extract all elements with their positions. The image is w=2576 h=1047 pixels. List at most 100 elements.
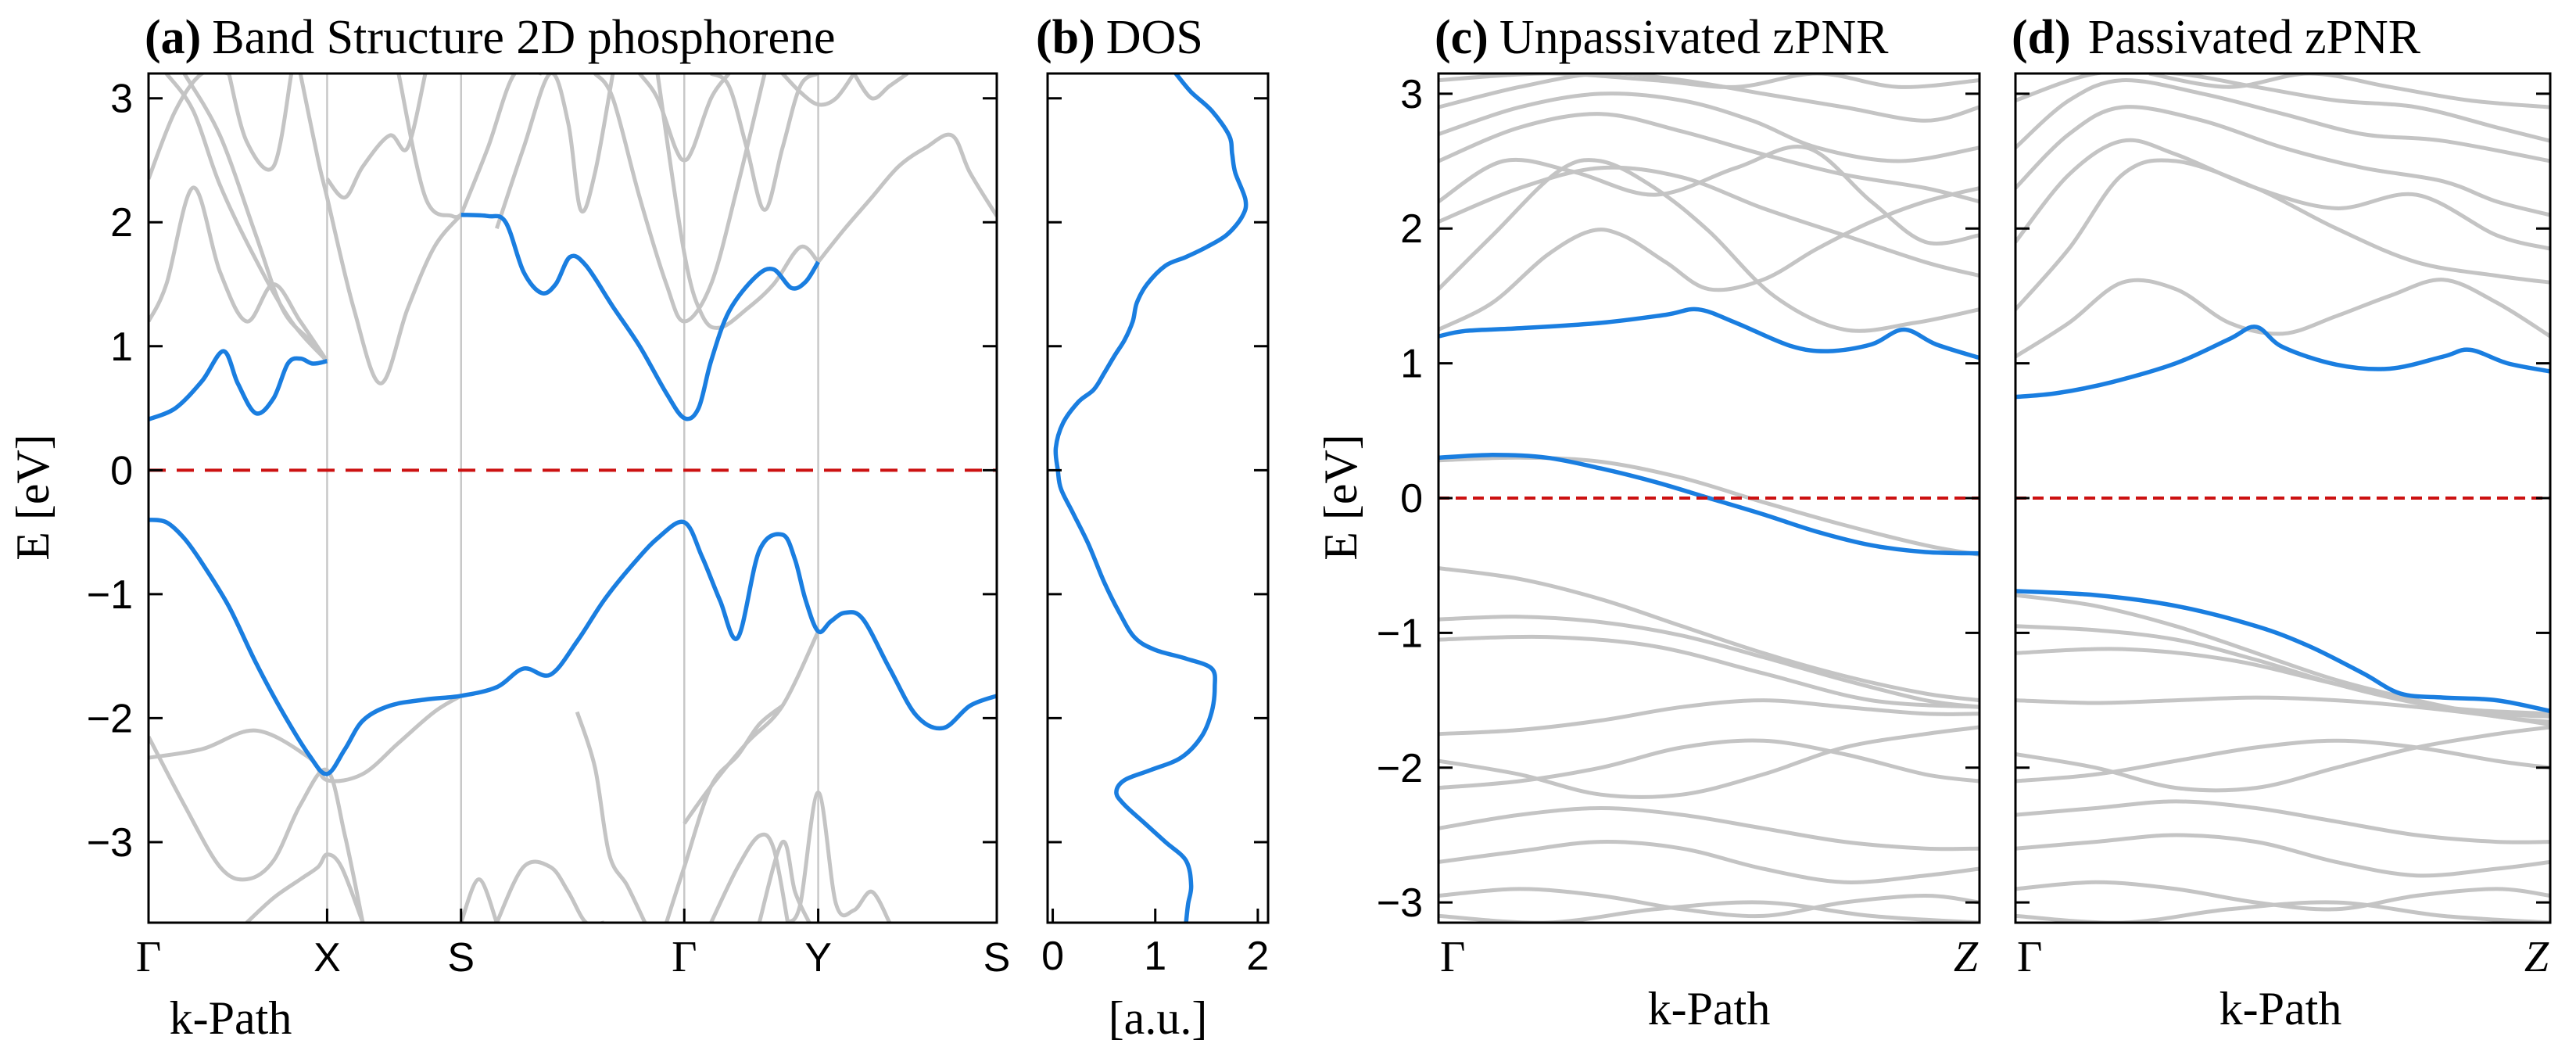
gray-band-a-30 bbox=[852, 74, 909, 101]
panel-d-xlabel: k-Path bbox=[2220, 983, 2342, 1034]
ytick-label-c-6: 3 bbox=[1400, 72, 1423, 117]
kpoint-label-d-1: Z bbox=[2524, 933, 2549, 981]
gray-band-a-18 bbox=[227, 74, 294, 172]
gray-band-c-9 bbox=[1438, 74, 1979, 123]
gray-band-c-17 bbox=[1438, 806, 1979, 852]
ytick-label-a-0: −3 bbox=[87, 820, 133, 866]
gray-band-d-18 bbox=[2015, 900, 2550, 923]
gray-band-d-8 bbox=[2148, 74, 2550, 109]
gray-band-c-11 bbox=[1438, 566, 1979, 703]
ytick-label-a-2: −1 bbox=[87, 572, 133, 618]
gray-band-c-5 bbox=[1438, 165, 1979, 278]
panel-b-plot-area bbox=[1053, 74, 1249, 923]
gray-band-c-4 bbox=[1438, 158, 1979, 333]
ytick-label-a-5: 2 bbox=[110, 200, 133, 246]
panel-b-xlabel: [a.u.] bbox=[1109, 992, 1208, 1044]
xtick-label-b-0: 0 bbox=[1041, 934, 1064, 979]
panel-a-title: (a) Band Structure 2D phosphorene bbox=[145, 11, 836, 64]
xtick-label-b-2: 2 bbox=[1246, 934, 1269, 979]
panel-b: (b) DOS 0 1 2 [a.u.] bbox=[1036, 11, 1270, 1044]
ytick-label-c-3: 0 bbox=[1400, 476, 1423, 522]
panel-b-label: (b) bbox=[1036, 11, 1095, 64]
gray-band-a-6 bbox=[495, 859, 604, 923]
kpoint-label-a-0: Γ bbox=[136, 933, 161, 981]
kpoint-label-a-5: S bbox=[983, 935, 1011, 981]
gray-band-a-28 bbox=[781, 74, 856, 107]
panel-c-title-text: Unpassivated zPNR bbox=[1499, 11, 1889, 64]
kpoint-label-a-1: X bbox=[313, 935, 341, 981]
ytick-label-c-1: −2 bbox=[1377, 746, 1423, 791]
gray-band-d-11 bbox=[2015, 647, 2550, 716]
gray-band-a-12 bbox=[786, 791, 892, 923]
ytick-label-c-0: −3 bbox=[1377, 880, 1423, 926]
panel-b-title: (b) DOS bbox=[1036, 11, 1203, 64]
gray-band-c-2 bbox=[1438, 455, 1979, 557]
gray-band-a-25 bbox=[638, 74, 731, 163]
panel-a-frame bbox=[147, 72, 998, 924]
gray-band-a-24 bbox=[593, 74, 767, 324]
gray-band-c-7 bbox=[1438, 112, 1979, 204]
gray-band-a-22 bbox=[459, 74, 542, 216]
ytick-label-a-3: 0 bbox=[110, 448, 133, 493]
gray-band-c-20 bbox=[1438, 900, 1979, 923]
gray-band-a-14 bbox=[149, 185, 329, 363]
gray-band-a-19 bbox=[298, 74, 463, 385]
panel-d-title: (d) Passivated zPNR bbox=[2012, 11, 2421, 64]
panel-c-xlabel: k-Path bbox=[1648, 983, 1771, 1034]
ytick-label-c-2: −1 bbox=[1377, 611, 1423, 656]
gray-band-c-19 bbox=[1438, 887, 1979, 919]
highlighted-band-c-1 bbox=[1438, 453, 1979, 556]
gray-band-d-17 bbox=[2015, 880, 2550, 912]
panel-c-plot: −3 −2 −1 0 1 2 3 Γ Z bbox=[1377, 72, 1981, 981]
gray-band-c-6 bbox=[1438, 145, 1979, 246]
gray-band-d-4 bbox=[2015, 138, 2550, 251]
panel-c-label: (c) bbox=[1435, 11, 1489, 64]
panel-d-plot-area bbox=[2015, 74, 2550, 923]
ytick-label-a-6: 3 bbox=[110, 77, 133, 122]
gray-band-d-12 bbox=[2015, 695, 2550, 727]
gray-band-a-13 bbox=[757, 840, 811, 923]
panel-a-plot: −3 −2 −1 0 1 2 3 Γ X S Γ Y S bbox=[87, 72, 1011, 981]
gray-band-a-21 bbox=[396, 74, 462, 220]
gray-band-c-14 bbox=[1438, 698, 1979, 737]
kpoint-label-d-0: Γ bbox=[2017, 933, 2042, 981]
gray-band-d-14 bbox=[2015, 738, 2550, 783]
gray-band-c-13 bbox=[1438, 634, 1979, 709]
gray-band-d-16 bbox=[2015, 833, 2550, 878]
highlighted-band-a-1 bbox=[460, 212, 820, 421]
panel-c-plot-area bbox=[1438, 74, 1979, 923]
highlighted-band-c-0 bbox=[1438, 307, 1979, 360]
xtick-label-b-1: 1 bbox=[1144, 934, 1166, 979]
gray-band-a-15 bbox=[149, 74, 229, 180]
panel-c-ylabel: E [eV] bbox=[1315, 434, 1367, 561]
panel-c: (c) Unpassivated zPNR −3 −2 −1 0 1 2 3 Γ Z k-Path… bbox=[1315, 11, 1981, 1034]
gray-band-a-11 bbox=[709, 832, 790, 923]
gray-band-a-8 bbox=[575, 711, 647, 923]
panel-d-title-text: Passivated zPNR bbox=[2088, 11, 2421, 64]
gray-band-c-16 bbox=[1438, 738, 1979, 791]
ytick-label-a-1: −2 bbox=[87, 696, 133, 741]
gray-band-d-2 bbox=[2015, 278, 2550, 359]
gray-band-a-29 bbox=[816, 132, 997, 264]
panel-c-title: (c) Unpassivated zPNR bbox=[1435, 11, 1889, 64]
highlighted-band-a-2 bbox=[149, 517, 997, 776]
dos-curve-b-0 bbox=[1053, 74, 1249, 923]
gray-band-d-5 bbox=[2015, 105, 2550, 217]
gray-band-c-15 bbox=[1438, 725, 1979, 799]
ytick-label-a-4: 1 bbox=[110, 324, 133, 370]
highlighted-band-a-0 bbox=[149, 349, 328, 421]
gray-band-c-3 bbox=[1438, 186, 1979, 332]
panel-a-label: (a) bbox=[145, 11, 201, 64]
gray-band-d-15 bbox=[2015, 799, 2550, 844]
gray-band-a-27 bbox=[710, 74, 820, 212]
panel-a-xlabel: k-Path bbox=[170, 992, 292, 1044]
gray-band-a-23 bbox=[495, 74, 615, 229]
kpoint-label-a-2: S bbox=[447, 935, 475, 981]
panel-b-title-text: DOS bbox=[1106, 11, 1203, 64]
gray-band-d-6 bbox=[2015, 78, 2550, 163]
gray-band-c-8 bbox=[1438, 91, 1979, 163]
gray-band-a-7 bbox=[459, 877, 499, 923]
